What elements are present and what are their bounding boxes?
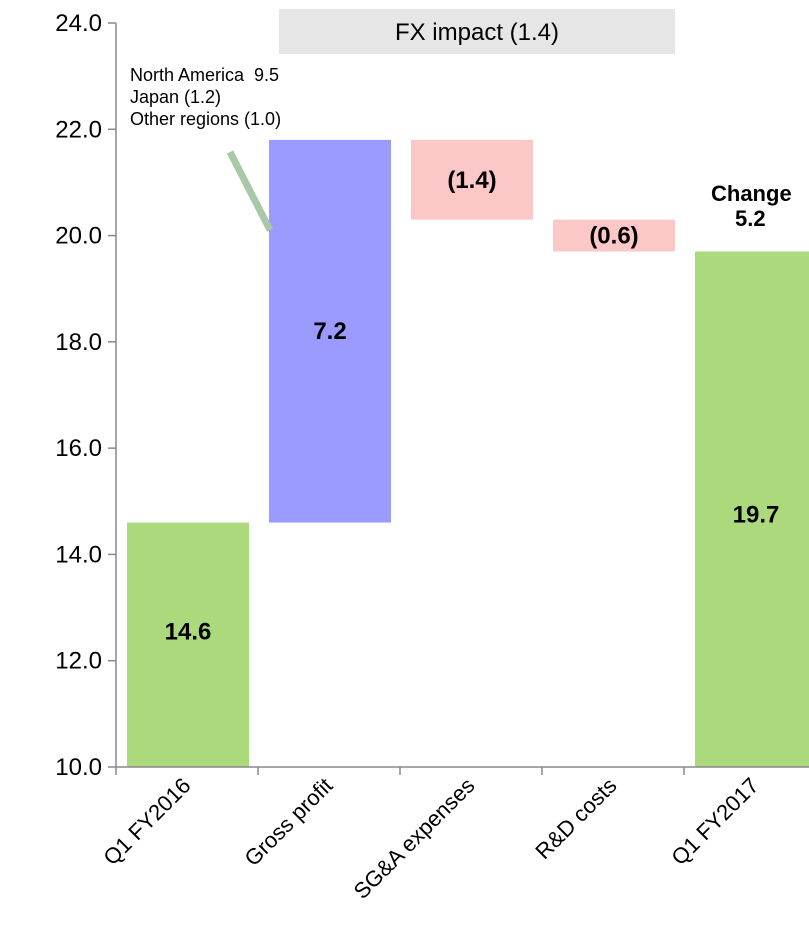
bar-1 xyxy=(269,139,391,523)
bar-2 xyxy=(411,139,533,220)
bar-value-label-0: 14.6 xyxy=(165,618,212,645)
change-value: 5.2 xyxy=(735,206,766,231)
x-category-label-4: Q1 FY2017 xyxy=(666,773,763,870)
axes xyxy=(115,23,809,768)
breakdown-line-2: Other regions (1.0) xyxy=(130,109,281,129)
bar-0 xyxy=(127,522,249,767)
y-tick-label-1: 12.0 xyxy=(55,648,102,675)
y-tick-label-6: 22.0 xyxy=(55,116,102,143)
fx-impact-label: FX impact (1.4) xyxy=(395,19,559,46)
y-axis-ticks: 10.0 12.0 14.0 16.0 18.0 20.0 22.0 24.0 xyxy=(55,10,116,781)
change-annotation: Change 5.2 xyxy=(711,181,792,231)
y-tick-label-0: 10.0 xyxy=(55,754,102,781)
breakdown-leader-line xyxy=(226,150,274,232)
x-category-label-2: SG&A expenses xyxy=(349,773,480,904)
y-tick-label-7: 24.0 xyxy=(55,10,102,37)
y-tick-label-4: 18.0 xyxy=(55,329,102,356)
bar-value-label-1: 7.2 xyxy=(313,318,346,345)
x-category-label-1: Gross profit xyxy=(239,773,337,871)
bar-value-label-4: 19.7 xyxy=(733,502,780,529)
bar-value-label-3: (0.6) xyxy=(589,223,638,250)
fx-impact-annotation: FX impact (1.4) xyxy=(279,9,675,54)
y-tick-label-3: 16.0 xyxy=(55,435,102,462)
x-category-label-3: R&D costs xyxy=(530,773,621,864)
bar-3 xyxy=(553,219,675,252)
y-tick-label-2: 14.0 xyxy=(55,541,102,568)
change-label: Change xyxy=(711,181,792,206)
x-category-label-0: Q1 FY2016 xyxy=(98,773,195,870)
x-axis-categories: Q1 FY2016 Gross profit SG&A expenses R&D co… xyxy=(98,767,764,904)
bars: 14.6 7.2 (1.4) (0.6) 19.7 xyxy=(127,139,809,767)
breakdown-leader xyxy=(226,150,274,232)
breakdown-line-1: Japan (1.2) xyxy=(130,87,221,107)
y-tick-label-5: 20.0 xyxy=(55,223,102,250)
bar-4 xyxy=(695,251,809,767)
bar-value-label-2: (1.4) xyxy=(447,167,496,194)
breakdown-line-0: North America 9.5 xyxy=(130,65,279,85)
fx-impact-band xyxy=(279,9,675,54)
